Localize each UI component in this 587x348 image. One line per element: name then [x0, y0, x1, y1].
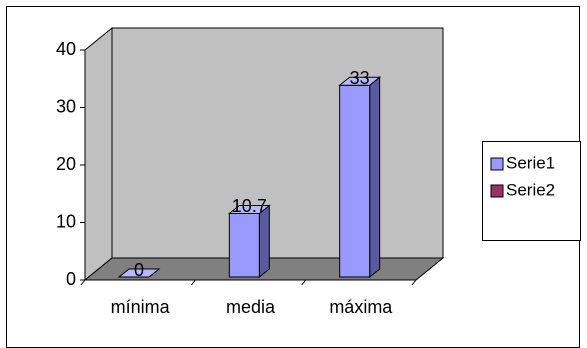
bar-side: [369, 76, 381, 279]
data-label: 33: [350, 68, 370, 88]
bar-top: [338, 76, 382, 86]
x-tick: [411, 279, 417, 286]
x-tick: [80, 279, 86, 286]
legend-label: Serie2: [506, 180, 555, 199]
y-tick-label: 30: [56, 96, 76, 116]
back-wall: [111, 27, 444, 259]
legend-swatch: [490, 184, 504, 198]
y-tick-label: 40: [56, 39, 76, 59]
bar: [339, 84, 371, 278]
data-label: 10.7: [232, 196, 267, 216]
x-tick-label: mínima: [111, 297, 171, 317]
y-tick-label: 0: [66, 269, 76, 289]
legend-label: Serie1: [506, 153, 555, 172]
legend-swatch: [490, 157, 504, 171]
bar-top: [227, 204, 271, 214]
back-wall: [84, 26, 113, 282]
bar: [228, 212, 260, 278]
x-tick: [301, 279, 307, 286]
y-tick-label: 10: [56, 211, 76, 231]
x-tick-label: media: [226, 297, 276, 317]
data-label: 0: [134, 260, 144, 280]
x-tick: [190, 279, 196, 286]
y-tick-label: 20: [56, 154, 76, 174]
x-tick-label: máxima: [329, 297, 393, 317]
bar-top: [117, 268, 161, 278]
